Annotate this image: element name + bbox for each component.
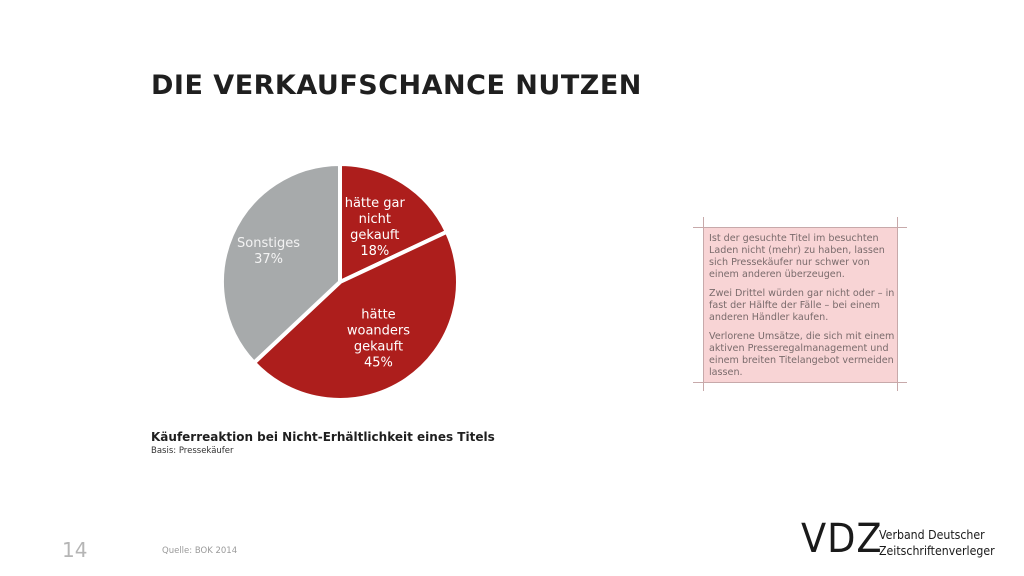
vdz-logo-line1: Verband Deutscher [879,527,985,542]
pie-slice-label: Sonstiges 37% [237,236,300,267]
chart-caption: Käuferreaktion bei Nicht-Erhältlichkeit … [151,430,495,444]
note-paragraph: Ist der gesuchte Titel im besuchten Lade… [709,233,885,280]
guide-line [703,217,704,391]
chart-basis: Basis: Pressekäufer [151,446,234,456]
source-note: Quelle: BOK 2014 [162,546,238,556]
guide-line [693,382,907,383]
pie-slice [338,162,449,284]
guide-line [693,227,907,228]
pie-chart: hätte gar nicht gekauft 18% hätte woanders gek… [220,162,460,402]
note-paragraph: Verlorene Umsätze, die sich mit einem ak… [709,331,895,378]
note-text: Ist der gesuchte Titel im besuchten Lade… [709,233,897,386]
vdz-logo-mark: VDZ [801,516,883,562]
page-number: 14 [62,538,88,562]
note-box [703,227,898,382]
guide-line [897,217,898,391]
pie-slice-label: hätte woanders gekauft 45% [347,308,410,371]
pie-slice [251,229,460,402]
slide-title: DIE VERKAUFSCHANCE NUTZEN [151,70,642,101]
vdz-logo-line2: Zeitschriftenverleger [879,543,995,558]
pie-slice-label: hätte gar nicht gekauft 18% [345,196,406,259]
pie-slice [220,162,342,365]
note-paragraph: Zwei Drittel würden gar nicht oder – in … [709,288,895,323]
